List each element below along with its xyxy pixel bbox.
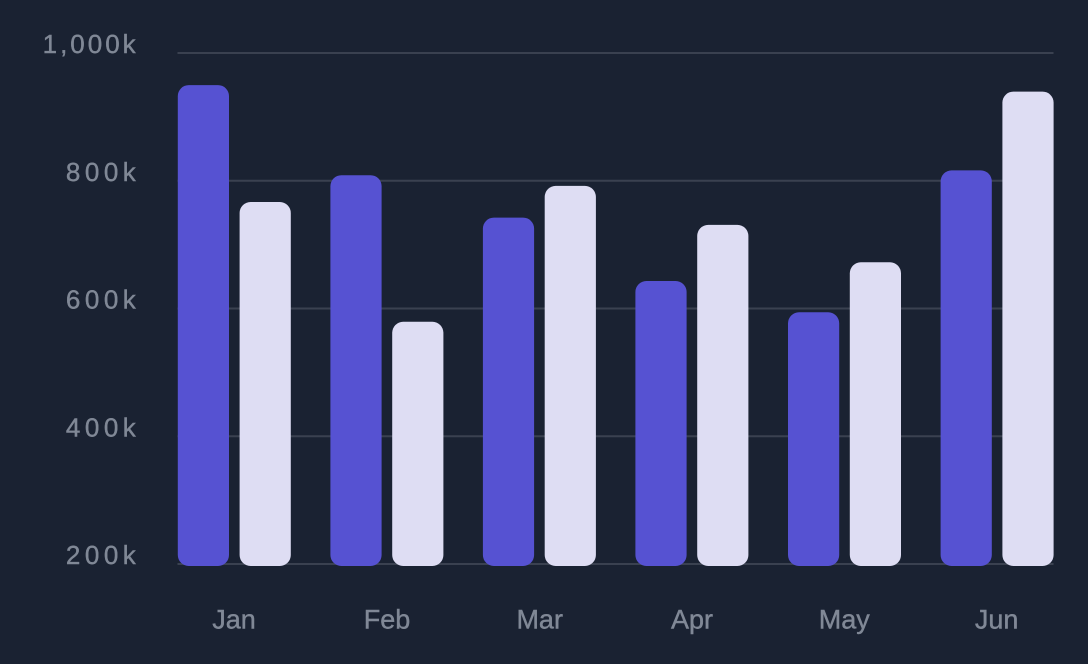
svg-text:Mar: Mar (516, 605, 563, 635)
svg-text:Jan: Jan (212, 605, 256, 635)
svg-text:1,000k: 1,000k (43, 29, 139, 59)
svg-text:Feb: Feb (364, 605, 411, 635)
svg-text:400k: 400k (66, 412, 140, 442)
svg-text:May: May (819, 605, 871, 635)
svg-text:200k: 200k (66, 540, 140, 570)
svg-text:600k: 600k (66, 285, 140, 315)
svg-text:Apr: Apr (671, 605, 713, 635)
svg-text:Jun: Jun (975, 605, 1019, 635)
svg-text:800k: 800k (66, 157, 140, 187)
